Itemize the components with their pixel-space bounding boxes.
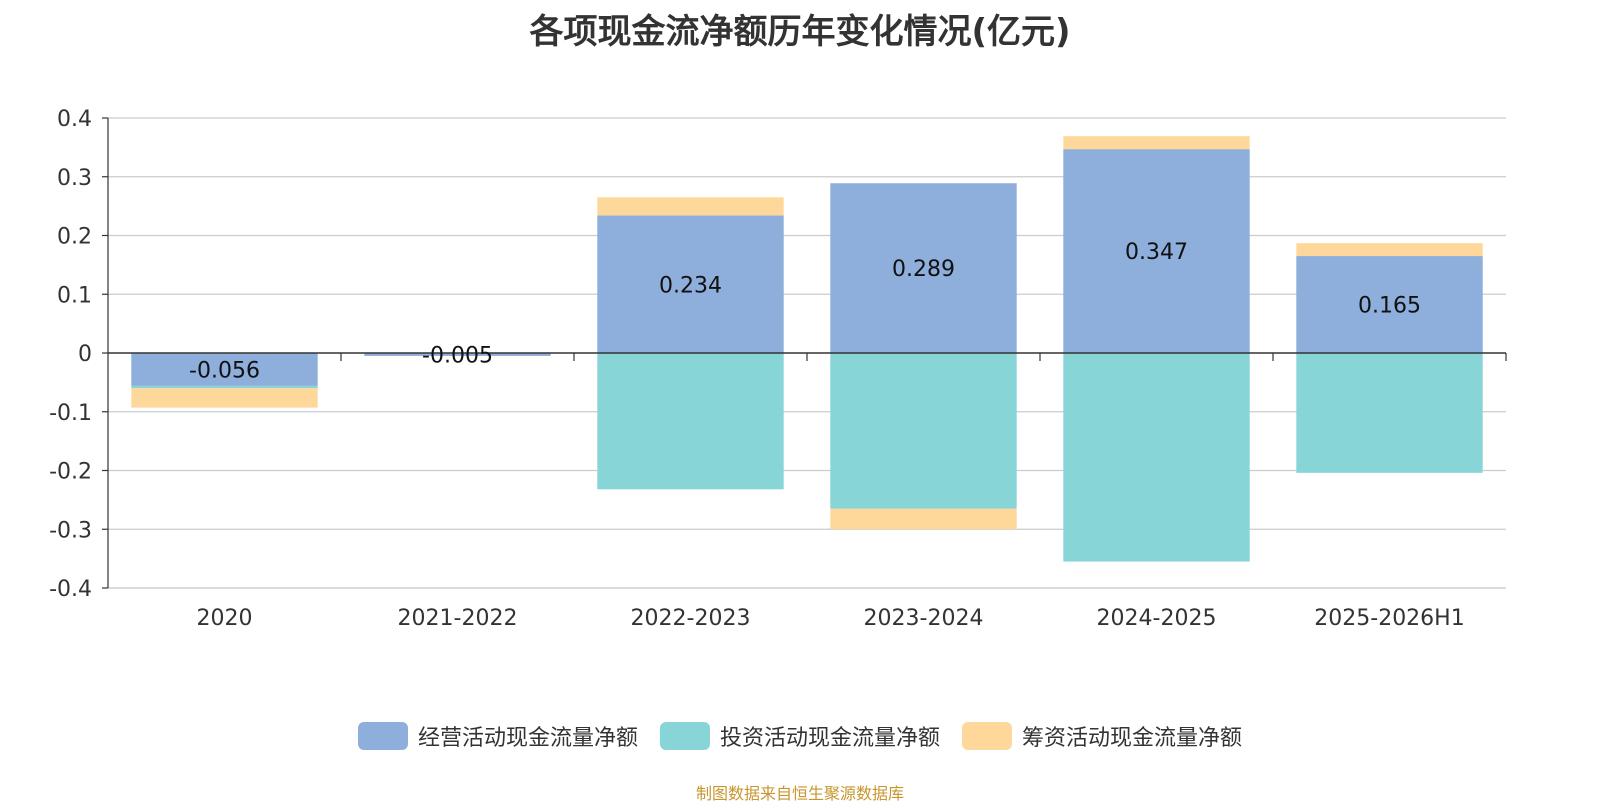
- grid-lines: [108, 117, 1506, 589]
- chart-canvas: 0.4 0.3 0.2 0.1 0 -0.1 -0.2 -0.3 -0.4 2020 2021-20…: [49, 107, 1507, 631]
- bar-investing: [1063, 353, 1250, 562]
- bar-financing: [1296, 243, 1483, 257]
- data-label: 0.234: [659, 273, 722, 298]
- x-tick-label: 2020: [197, 606, 253, 631]
- y-tick-label: -0.2: [49, 460, 92, 485]
- bar-operating: [364, 353, 551, 356]
- y-tick-label: 0: [78, 342, 92, 367]
- legend-label-financing: 筹资活动现金流量净额: [1022, 726, 1243, 751]
- source-note: 制图数据来自恒生聚源数据库: [695, 784, 904, 803]
- y-tick-label: 0.2: [57, 225, 92, 250]
- legend-label-investing: 投资活动现金流量净额: [719, 726, 940, 751]
- axes: 0.4 0.3 0.2 0.1 0 -0.1 -0.2 -0.3 -0.4 2020 2021-20…: [49, 107, 1507, 631]
- x-tick-label: 2025-2026H1: [1314, 606, 1464, 631]
- bar-operating: [1296, 256, 1483, 353]
- bar-operating: [597, 215, 784, 353]
- bar-investing: [830, 353, 1017, 509]
- legend-item-operating[interactable]: 经营活动现金流量净额: [357, 720, 638, 752]
- bar-investing: [1296, 353, 1483, 473]
- data-labels: -0.056 -0.005 0.234 0.289 0.347 0.165: [189, 240, 1421, 383]
- y-tick-label: -0.3: [49, 518, 92, 543]
- legend-swatch-operating: [357, 722, 408, 750]
- bar-investing: [131, 385, 318, 389]
- data-label: 0.347: [1125, 240, 1188, 265]
- y-tick-label: 0.1: [57, 283, 92, 308]
- y-tick-label: -0.1: [49, 401, 92, 426]
- y-tick-label: 0.4: [57, 107, 92, 132]
- data-label: 0.289: [892, 257, 955, 282]
- legend-swatch-financing: [962, 722, 1012, 750]
- y-tick-label: 0.3: [57, 166, 92, 191]
- chart-title: 各项现金流净额历年变化情况(亿元): [529, 12, 1071, 52]
- x-tick-label: 2022-2023: [631, 606, 751, 631]
- bar-operating: [830, 183, 1017, 353]
- legend: 经营活动现金流量净额 投资活动现金流量净额 筹资活动现金流量净额: [0, 720, 1600, 752]
- legend-swatch-investing: [659, 722, 710, 750]
- x-tick-label: 2024-2025: [1097, 606, 1217, 631]
- legend-item-financing[interactable]: 筹资活动现金流量净额: [962, 720, 1242, 752]
- y-tick-label: -0.4: [49, 577, 92, 602]
- bar-financing: [830, 508, 1017, 530]
- x-tick-label: 2021-2022: [398, 606, 518, 631]
- data-label: 0.165: [1358, 294, 1421, 319]
- bar-operating: [131, 353, 318, 386]
- bar-financing: [1063, 136, 1250, 150]
- bars: [131, 136, 1483, 562]
- legend-label-operating: 经营活动现金流量净额: [417, 726, 638, 751]
- legend-item-investing[interactable]: 投资活动现金流量净额: [659, 720, 940, 752]
- bar-financing: [131, 388, 318, 408]
- bar-operating: [1063, 149, 1250, 353]
- x-tick-label: 2023-2024: [864, 606, 984, 631]
- bar-financing: [597, 197, 784, 216]
- data-label: -0.056: [189, 358, 260, 383]
- bar-investing: [597, 353, 784, 490]
- data-label: -0.005: [422, 343, 493, 368]
